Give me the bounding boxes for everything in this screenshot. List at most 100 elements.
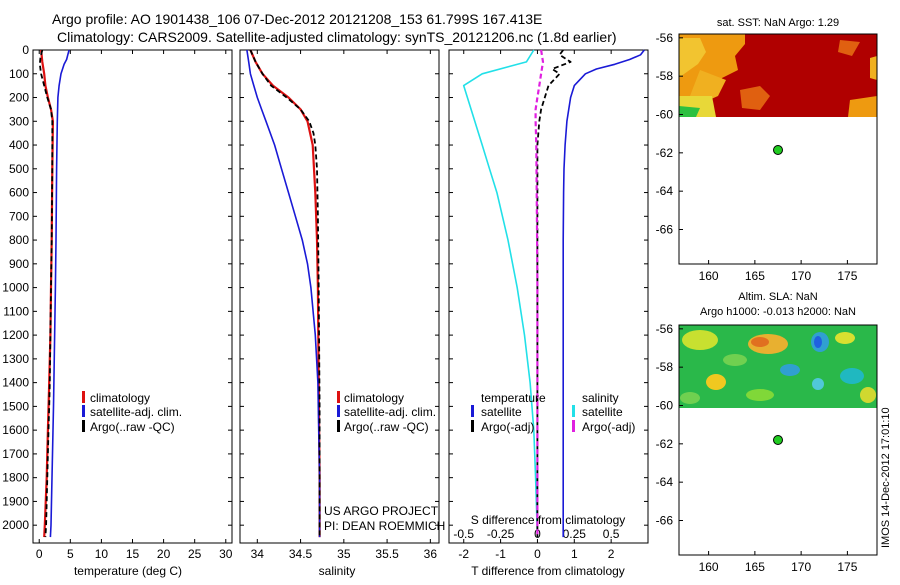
y-tick-label: 800 bbox=[9, 233, 29, 247]
y-tick-label: 0 bbox=[22, 43, 29, 57]
difference-top-xlabel: S difference from climatology bbox=[471, 513, 626, 527]
x-tick-label: 35 bbox=[337, 547, 351, 561]
x-tick-label: 15 bbox=[126, 547, 140, 561]
difference-plot-layer: -2 -1 0 1 2-0.5 -0.25 0 0.25 0.5 bbox=[449, 49, 648, 561]
map-y-tick-label: -56 bbox=[656, 31, 674, 45]
series-line bbox=[49, 49, 70, 538]
y-tick-label: 2000 bbox=[2, 518, 29, 532]
temperature-plot-layer: 0 100 200 300 400 500 600 700 800 900 1000 1100 1200… bbox=[2, 43, 232, 561]
map-y-tick-label: -62 bbox=[656, 437, 674, 451]
y-tick-label: 200 bbox=[9, 91, 29, 105]
series-line bbox=[536, 49, 572, 538]
legend-label-climatology: climatology bbox=[90, 391, 150, 405]
sla-map-heatmap bbox=[679, 325, 877, 408]
y-tick-label: 1200 bbox=[2, 328, 29, 342]
difference-xlabel: T difference from climatology bbox=[471, 564, 625, 578]
x-tick-label: 20 bbox=[157, 547, 171, 561]
salinity-plot-layer: 34 34.5 35 35.5 36 bbox=[240, 49, 439, 561]
map-y-tick-label: -66 bbox=[656, 223, 674, 237]
legend2-label-satellite: satellite-adj. clim. bbox=[344, 405, 436, 419]
legend-difference: temperature satellite Argo(-adj) salinit… bbox=[471, 391, 635, 434]
map-x-tick-label: 160 bbox=[699, 269, 719, 283]
x-tick-label: 10 bbox=[95, 547, 109, 561]
series-line bbox=[38, 49, 54, 538]
y-tick-label: 1000 bbox=[2, 281, 29, 295]
header-line-2: Climatology: CARS2009. Satellite-adjuste… bbox=[57, 29, 617, 45]
map-x-tick-label: 175 bbox=[837, 560, 857, 574]
legend3-left-title: temperature bbox=[481, 391, 546, 405]
map-y-tick-label: -58 bbox=[656, 360, 674, 374]
sla-argo-position-marker bbox=[773, 435, 783, 445]
x-tick-label: 34 bbox=[251, 547, 265, 561]
y-tick-label: 100 bbox=[9, 67, 29, 81]
x-tick-label: 25 bbox=[188, 547, 202, 561]
x-tick-label: -1 bbox=[495, 547, 506, 561]
y-tick-label: 1800 bbox=[2, 471, 29, 485]
map-y-tick-label: -64 bbox=[656, 475, 674, 489]
map-y-tick-label: -56 bbox=[656, 322, 674, 336]
map-y-tick-label: -60 bbox=[656, 108, 674, 122]
map-x-tick-label: 160 bbox=[699, 560, 719, 574]
legend3-label-temp-argo: Argo(-adj) bbox=[481, 420, 534, 434]
legend-salinity: climatology satellite-adj. clim. Argo(..… bbox=[337, 391, 436, 434]
legend-label-argo: Argo(..raw -QC) bbox=[90, 420, 175, 434]
legend3-right-title: salinity bbox=[582, 391, 619, 405]
map-x-tick-label: 165 bbox=[745, 269, 765, 283]
x-tick-label: 34.5 bbox=[289, 547, 313, 561]
legend-label-satellite: satellite-adj. clim. bbox=[90, 405, 182, 419]
x-tick-label: 36 bbox=[424, 547, 438, 561]
x-tick-label: 5 bbox=[67, 547, 74, 561]
timestamp-side-label: IMOS 14-Dec-2012 17:01:10 bbox=[880, 407, 892, 548]
y-tick-label: 400 bbox=[9, 138, 29, 152]
map-x-tick-label: 175 bbox=[837, 269, 857, 283]
x-tick-label: 0 bbox=[534, 547, 541, 561]
y-tick-label: 300 bbox=[9, 114, 29, 128]
y-tick-label: 500 bbox=[9, 162, 29, 176]
temperature-panel bbox=[32, 49, 233, 544]
y-tick-label: 1500 bbox=[2, 399, 29, 413]
y-tick-label: 600 bbox=[9, 186, 29, 200]
series-line bbox=[249, 49, 321, 538]
map-x-tick-label: 170 bbox=[791, 560, 811, 574]
header-line-1: Argo profile: AO 1901438_106 07-Dec-2012… bbox=[52, 11, 542, 27]
top-x-tick-label: -0.25 bbox=[487, 527, 515, 541]
top-x-tick-label: 0.5 bbox=[603, 527, 620, 541]
legend-swatch-satellite bbox=[82, 405, 85, 417]
y-tick-label: 900 bbox=[9, 257, 29, 271]
map-y-tick-label: -58 bbox=[656, 69, 674, 83]
map-x-tick-label: 165 bbox=[745, 560, 765, 574]
sst-map-heatmap bbox=[679, 34, 877, 117]
y-tick-label: 1100 bbox=[3, 304, 29, 318]
legend2-swatch-argo bbox=[337, 420, 340, 432]
sst-map-title: sat. SST: NaN Argo: 1.29 bbox=[717, 17, 839, 29]
map-y-tick-label: -64 bbox=[656, 184, 674, 198]
legend3-swatch-sal-argo bbox=[572, 420, 575, 432]
sst-argo-position-marker bbox=[773, 145, 783, 155]
difference-panel bbox=[448, 49, 649, 544]
salinity-panel bbox=[239, 49, 440, 544]
sla-map-axes: -56 -58 -60 -62 -64 -66 160 165 170 175 bbox=[656, 322, 858, 574]
top-x-tick-label: -0.5 bbox=[453, 527, 474, 541]
y-tick-label: 700 bbox=[9, 209, 29, 223]
sla-map-frame bbox=[678, 324, 878, 556]
sla-map-title-1: Altim. SLA: NaN bbox=[738, 291, 818, 303]
map-x-tick-label: 170 bbox=[791, 269, 811, 283]
sst-map-frame bbox=[678, 33, 878, 265]
project-note-line-2: PI: DEAN ROEMMICH bbox=[324, 519, 445, 533]
series-line bbox=[462, 49, 539, 538]
map-y-tick-label: -62 bbox=[656, 146, 674, 160]
legend3-swatch-temp-satellite bbox=[471, 405, 474, 417]
legend2-swatch-climatology bbox=[337, 391, 340, 403]
project-note-line-1: US ARGO PROJECT bbox=[324, 504, 439, 518]
x-tick-label: 1 bbox=[571, 547, 578, 561]
map-y-tick-label: -60 bbox=[656, 399, 674, 413]
x-tick-label: -2 bbox=[458, 547, 469, 561]
legend3-label-temp-satellite: satellite bbox=[481, 405, 522, 419]
legend3-label-sal-argo: Argo(-adj) bbox=[582, 420, 635, 434]
legend2-label-climatology: climatology bbox=[344, 391, 404, 405]
x-tick-label: 2 bbox=[608, 547, 615, 561]
legend-swatch-climatology bbox=[82, 391, 85, 403]
sla-map-title-2: Argo h1000: -0.013 h2000: NaN bbox=[700, 306, 856, 318]
y-tick-label: 1600 bbox=[2, 423, 29, 437]
